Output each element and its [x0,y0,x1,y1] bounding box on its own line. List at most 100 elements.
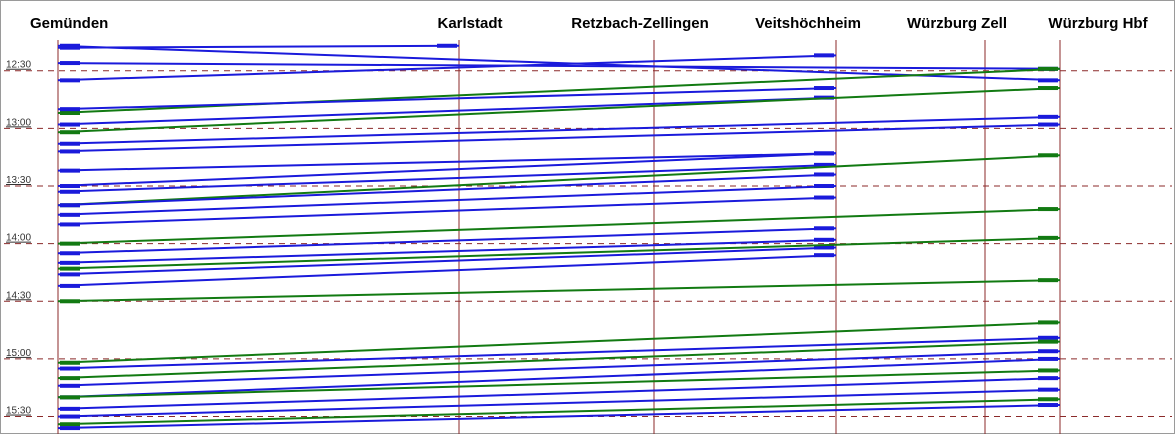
train-dwell-mark-26-1 [1038,339,1058,344]
train-path-27 [57,350,1061,387]
train-dwell-mark-16-0 [60,222,80,227]
train-dwell-mark-32-1 [1038,397,1058,402]
train-path-25 [57,336,1061,370]
train-dwell-mark-4-0 [60,111,80,116]
train-dwell-mark-21-0 [60,266,80,271]
station-label: Retzbach-Zellingen [571,15,709,32]
train-path-26 [57,340,1061,380]
train-dwell-mark-1-1 [1038,78,1058,83]
train-path-13 [57,154,1061,207]
train-dwell-mark-8-0 [60,141,80,146]
train-path-10 [57,152,837,172]
train-dwell-mark-13-1 [1038,153,1058,158]
time-tick-label: 13:00 [6,117,31,128]
train-dwell-mark-19-0 [60,260,80,265]
train-dwell-mark-15-0 [60,212,80,217]
train-dwell-mark-29-1 [1038,368,1058,373]
train-dwell-mark-14-0 [60,203,80,208]
train-dwell-mark-10-0 [60,168,80,173]
time-tick-label: 13:30 [6,175,31,186]
train-dwell-mark-28-1 [1038,356,1058,361]
train-dwell-mark-5-0 [60,107,80,112]
train-dwell-mark-21-1 [1038,235,1058,240]
train-dwell-mark-1-0 [60,43,80,48]
train-dwell-mark-16-1 [814,195,834,200]
train-dwell-mark-20-0 [60,272,80,277]
train-dwell-mark-25-0 [60,366,80,371]
train-dwell-mark-27-1 [1038,349,1058,354]
train-path-23 [57,279,1061,303]
train-path-19 [57,238,837,264]
train-dwell-mark-15-1 [814,184,834,189]
train-path-28 [57,357,1061,399]
train-dwell-mark-19-1 [814,237,834,242]
train-dwell-mark-20-1 [814,245,834,250]
train-dwell-mark-24-0 [60,360,80,365]
train-dwell-mark-27-0 [60,383,80,388]
train-path-7 [57,87,1061,134]
train-dwell-mark-17-0 [60,241,80,246]
train-dwell-mark-22-0 [60,283,80,288]
train-path-2 [57,62,1061,70]
time-tick-label: 14:00 [6,233,31,244]
train-dwell-mark-7-0 [60,130,80,135]
train-path-12 [57,163,837,193]
train-dwell-mark-30-0 [60,406,80,411]
train-dwell-mark-31-1 [1038,387,1058,392]
train-path-9 [57,123,1061,153]
train-dwell-mark-23-0 [60,299,80,304]
train-path-18 [57,227,837,255]
train-path-16 [57,196,837,226]
train-dwell-mark-4-1 [1038,66,1058,71]
train-dwell-mark-6-0 [60,122,80,127]
train-path-20 [57,246,837,276]
train-dwell-mark-5-1 [814,86,834,91]
station-label: Karlstadt [437,15,502,32]
train-dwell-mark-17-1 [1038,207,1058,212]
train-dwell-mark-8-1 [1038,114,1058,119]
time-tick-label: 15:30 [6,406,31,417]
time-tick-label: 12:30 [6,60,31,71]
train-path-30 [57,377,1061,410]
station-label: Würzburg Zell [907,15,1007,32]
train-path-6 [57,96,837,126]
train-path-24 [57,321,1061,364]
train-path-31 [57,388,1061,418]
train-dwell-mark-3-0 [60,78,80,83]
train-path-8 [57,115,1061,145]
train-dwell-mark-26-0 [60,376,80,381]
train-dwell-mark-12-0 [60,189,80,194]
train-dwell-mark-2-0 [60,61,80,66]
train-dwell-mark-14-1 [814,172,834,177]
train-dwell-mark-25-1 [1038,335,1058,340]
train-path-15 [57,185,837,216]
time-tick-label: 15:00 [6,348,31,359]
train-dwell-mark-11-1 [814,151,834,156]
train-dwell-mark-7-1 [1038,86,1058,91]
train-dwell-mark-32-0 [60,422,80,427]
time-tick-label: 14:30 [6,290,31,301]
train-path-17 [57,208,1061,245]
train-dwell-mark-23-1 [1038,278,1058,283]
station-label: Würzburg Hbf [1048,15,1148,32]
train-path-29 [57,369,1061,399]
station-label: Veitshöchheim [755,15,861,32]
train-dwell-mark-33-0 [60,426,80,431]
train-dwell-mark-30-1 [1038,376,1058,381]
train-dwell-mark-0-1 [437,43,457,48]
train-path-5 [57,87,837,111]
train-dwell-mark-18-1 [814,226,834,231]
train-dwell-mark-12-1 [814,162,834,167]
train-path-3 [57,54,837,82]
train-dwell-mark-9-0 [60,149,80,154]
train-path-22 [57,254,837,287]
train-dwell-mark-9-1 [1038,122,1058,127]
train-path-33 [57,404,1061,430]
train-path-32 [57,398,1061,426]
train-path-1 [57,44,1061,82]
train-dwell-mark-3-1 [814,53,834,58]
train-dwell-mark-11-0 [60,184,80,189]
train-path-14 [57,173,837,207]
